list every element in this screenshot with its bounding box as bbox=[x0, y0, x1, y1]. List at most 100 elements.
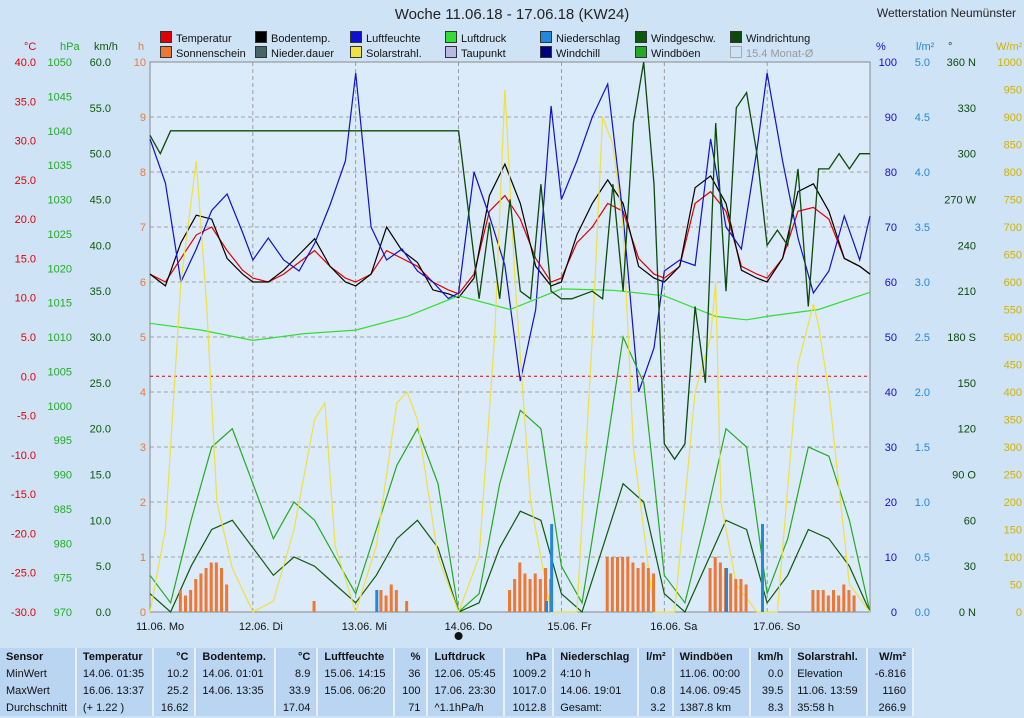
stats-cell: 33.9 bbox=[274, 682, 319, 699]
tick-label-solar: 750 bbox=[1004, 195, 1022, 207]
tick-label-temp: -30.0 bbox=[11, 607, 36, 619]
rain-bar bbox=[761, 524, 764, 612]
sunshine-bar bbox=[832, 590, 835, 612]
rain-bar bbox=[375, 590, 379, 612]
tick-label-wind: 20.0 bbox=[90, 424, 111, 436]
stats-cell: 3.2 bbox=[638, 699, 674, 716]
tick-label-direction: 90 O bbox=[952, 470, 976, 482]
sunshine-bar bbox=[610, 557, 614, 612]
stats-cell: 25.2 bbox=[152, 682, 197, 699]
tick-label-wind: 40.0 bbox=[90, 240, 111, 252]
sunshine-bar bbox=[646, 568, 650, 612]
sunshine-bar bbox=[312, 601, 316, 612]
legend-label: Temperatur bbox=[176, 33, 232, 45]
weather-chart: 40.035.030.025.020.015.010.05.00.0-5.0-1… bbox=[11, 41, 1023, 640]
tick-label-solar: 200 bbox=[1004, 497, 1022, 509]
stats-cell: Gesamt: bbox=[553, 699, 640, 716]
stats-cell: 11.06. 00:00 bbox=[672, 665, 751, 682]
sunshine-bar bbox=[718, 562, 722, 612]
tick-label-solar: 500 bbox=[1004, 332, 1022, 344]
stats-cell: 14.06. 19:01 bbox=[553, 682, 640, 699]
tick-label-temp: 25.0 bbox=[15, 175, 36, 187]
legend-item: Temperatur bbox=[160, 31, 232, 45]
sunshine-bar bbox=[533, 573, 537, 612]
stats-cell: 15.06. 06:20 bbox=[317, 682, 396, 699]
x-label: 11.06. Mo bbox=[136, 621, 184, 633]
stats-cell bbox=[195, 699, 276, 716]
tick-label-pressure: 1015 bbox=[48, 298, 72, 310]
legend-label: Nieder.dauer bbox=[271, 48, 334, 60]
legend-item: 15.4 Monat-Ø bbox=[730, 46, 813, 60]
tick-label-pressure: 990 bbox=[54, 470, 72, 482]
sunshine-bar bbox=[605, 557, 609, 612]
tick-label-wind: 0.0 bbox=[96, 607, 111, 619]
tick-label-solar: 150 bbox=[1004, 525, 1022, 537]
stats-cell: (+ 1.22 ) bbox=[75, 699, 154, 716]
rain-bar bbox=[545, 601, 548, 612]
stats-cell: 1017.0 bbox=[504, 682, 555, 699]
tick-label-hours: 10 bbox=[134, 57, 146, 69]
tick-label-pressure: 1000 bbox=[48, 401, 72, 413]
stats-row: MinWert 14.06. 01:35 10.2 14.06. 01:01 8.9 15… bbox=[0, 665, 915, 682]
axis-unit-hours: h bbox=[138, 41, 144, 53]
axis-unit-temp: °C bbox=[24, 41, 36, 53]
legend-item: Luftdruck bbox=[445, 31, 506, 45]
legend-swatch bbox=[350, 31, 362, 43]
legend-label: Windrichtung bbox=[746, 33, 811, 45]
stats-table: Sensor Temperatur °C Bodentemp. °C Luftfeucht… bbox=[0, 648, 915, 716]
stats-cell: 100 bbox=[394, 682, 429, 699]
sunshine-bar bbox=[837, 595, 841, 612]
sunshine-bar bbox=[189, 590, 193, 612]
stats-cell: 39.5 bbox=[749, 682, 792, 699]
tick-label-pressure: 975 bbox=[54, 573, 72, 585]
tick-label-humidity: 100 bbox=[879, 57, 897, 69]
legend-item: Nieder.dauer bbox=[255, 46, 334, 60]
tick-label-temp: 10.0 bbox=[15, 293, 36, 305]
legend-label: Luftfeuchte bbox=[366, 33, 421, 45]
tick-label-solar: 0 bbox=[1016, 607, 1022, 619]
tick-label-solar: 550 bbox=[1004, 305, 1022, 317]
tick-label-wind: 25.0 bbox=[90, 378, 111, 390]
tick-label-humidity: 60 bbox=[885, 277, 897, 289]
stats-cell: -6.816 bbox=[866, 665, 915, 682]
sunshine-bar bbox=[523, 573, 527, 612]
legend-item: Windgeschw. bbox=[635, 31, 716, 45]
sunshine-bar bbox=[652, 573, 655, 612]
stats-cell: 16.62 bbox=[152, 699, 197, 716]
tick-label-hours: 5 bbox=[140, 332, 146, 344]
rain-bar bbox=[725, 568, 728, 612]
sunshine-bar bbox=[513, 579, 517, 612]
tick-label-hours: 0 bbox=[140, 607, 146, 619]
sunshine-bar bbox=[713, 557, 717, 612]
tick-label-solar: 800 bbox=[1004, 167, 1022, 179]
tick-label-hours: 7 bbox=[140, 222, 146, 234]
tick-label-temp: 30.0 bbox=[15, 136, 36, 148]
legend-label: Solarstrahl. bbox=[366, 48, 422, 60]
tick-label-solar: 100 bbox=[1004, 552, 1022, 564]
tick-label-solar: 900 bbox=[1004, 112, 1022, 124]
legend-swatch bbox=[445, 31, 457, 43]
sunshine-bar bbox=[225, 584, 229, 612]
legend-item: Taupunkt bbox=[445, 46, 506, 60]
tick-label-solar: 350 bbox=[1004, 415, 1022, 427]
tick-label-temp: 5.0 bbox=[21, 332, 36, 344]
legend-swatch bbox=[350, 46, 362, 58]
legend-item: Niederschlag bbox=[540, 31, 620, 45]
sunshine-bar bbox=[184, 595, 187, 612]
x-label: 14.06. Do bbox=[445, 621, 493, 633]
tick-label-humidity: 30 bbox=[885, 442, 897, 454]
stats-cell: 1160 bbox=[866, 682, 915, 699]
tick-label-hours: 8 bbox=[140, 167, 146, 179]
sunshine-bar bbox=[636, 568, 640, 612]
legend-item: Solarstrahl. bbox=[350, 46, 422, 60]
sunshine-bar bbox=[708, 568, 712, 612]
sunshine-bar bbox=[544, 568, 547, 612]
tick-label-solar: 50 bbox=[1010, 580, 1022, 592]
tick-label-rain: 1.0 bbox=[915, 497, 930, 509]
tick-label-solar: 600 bbox=[1004, 277, 1022, 289]
tick-label-rain: 0.0 bbox=[915, 607, 930, 619]
tick-label-pressure: 1030 bbox=[48, 195, 72, 207]
sunshine-bar bbox=[811, 590, 815, 612]
stats-cell: 12.06. 05:45 bbox=[427, 665, 506, 682]
stats-cell: 17.04 bbox=[274, 699, 319, 716]
